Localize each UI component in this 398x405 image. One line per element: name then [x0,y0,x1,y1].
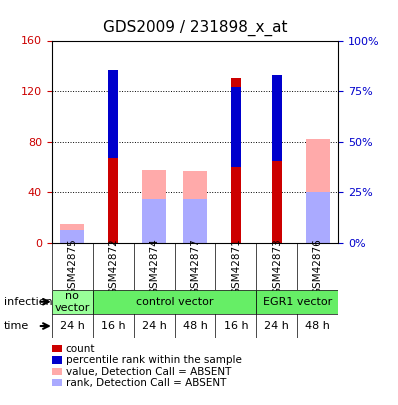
Bar [183,171,207,243]
Text: GSM42877: GSM42877 [190,238,200,295]
Text: percentile rank within the sample: percentile rank within the sample [66,356,242,365]
Text: GSM42873: GSM42873 [272,238,282,295]
Text: GSM42876: GSM42876 [313,238,323,295]
Text: GSM42872: GSM42872 [108,238,118,295]
FancyBboxPatch shape [256,290,338,314]
FancyBboxPatch shape [52,290,93,314]
Title: GDS2009 / 231898_x_at: GDS2009 / 231898_x_at [103,20,287,36]
Bar [231,87,241,167]
Text: 48 h: 48 h [183,321,207,331]
Text: 48 h: 48 h [305,321,330,331]
Bar [306,139,330,243]
Bar [231,79,241,243]
Text: rank, Detection Call = ABSENT: rank, Detection Call = ABSENT [66,378,226,388]
Text: EGR1 vector: EGR1 vector [263,297,332,307]
Bar [306,192,330,243]
Text: value, Detection Call = ABSENT: value, Detection Call = ABSENT [66,367,231,377]
Text: 16 h: 16 h [101,321,125,331]
Bar [108,70,118,158]
FancyBboxPatch shape [93,290,256,314]
Bar [108,151,118,158]
Bar [60,230,84,243]
Bar [60,224,84,243]
Text: 24 h: 24 h [264,321,289,331]
Text: 24 h: 24 h [142,321,166,331]
Text: GSM42871: GSM42871 [231,238,241,295]
Bar [142,170,166,243]
Bar [272,94,282,243]
Bar [183,199,207,243]
Text: 16 h: 16 h [224,321,248,331]
Bar [272,75,282,161]
Text: time: time [4,321,29,331]
Bar [272,154,282,160]
Text: no
vector: no vector [55,291,90,313]
Bar [108,110,118,243]
Text: infection: infection [4,297,53,307]
Text: count: count [66,344,95,354]
Text: GSM42874: GSM42874 [149,238,159,295]
Bar [142,199,166,243]
Bar [231,160,241,166]
Text: 24 h: 24 h [60,321,85,331]
Text: GSM42875: GSM42875 [67,238,77,295]
Text: control vector: control vector [136,297,213,307]
